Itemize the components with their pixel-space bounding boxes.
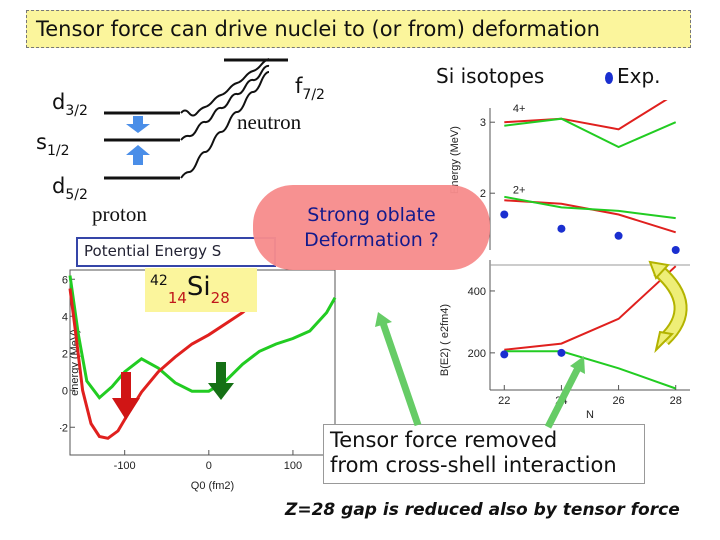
pes-y-tick-label: 2 bbox=[62, 348, 68, 360]
tensor-removed-text: Tensor force removed from cross-shell in… bbox=[330, 428, 617, 477]
level-label-s12: s1/2 bbox=[36, 130, 70, 159]
bottom-y-axis-label: B(E2) ( e2fm4) bbox=[439, 304, 451, 376]
green-pointer-head-2 bbox=[570, 356, 585, 374]
red-down-arrow-icon bbox=[112, 372, 140, 420]
bottom-series-green bbox=[504, 350, 677, 390]
wavy-line-2 bbox=[180, 64, 270, 141]
wavy-line-1 bbox=[180, 58, 270, 117]
bottom-y-tick-label: 200 bbox=[468, 348, 486, 360]
green-down-arrow-icon bbox=[208, 362, 234, 400]
up-arrow-icon bbox=[126, 145, 150, 165]
top-exp-point bbox=[671, 246, 680, 254]
pes-label-box bbox=[76, 237, 276, 267]
pes-x-axis-label: Q0 (fm2) bbox=[191, 480, 234, 492]
bottom-series-red bbox=[504, 265, 677, 351]
bottom-exp-point bbox=[557, 348, 566, 357]
pes-y-tick-label: 0 bbox=[62, 385, 68, 397]
slide-title: Tensor force can drive nuclei to (or fro… bbox=[36, 17, 600, 41]
top-series-green bbox=[504, 117, 677, 149]
green-pointer-line-1 bbox=[379, 321, 422, 427]
pes-x-tick-label: 100 bbox=[284, 460, 302, 472]
bottom-y-tick-label: 400 bbox=[468, 286, 486, 298]
top-y-tick-label: 2 bbox=[480, 188, 486, 200]
wavy-line-3 bbox=[180, 71, 270, 179]
footnote: Z=28 gap is reduced also by tensor force bbox=[285, 500, 680, 520]
top-y-axis-label: Energy (MeV) bbox=[449, 126, 461, 194]
down-arrow-icon bbox=[126, 116, 150, 133]
title-banner bbox=[26, 10, 691, 48]
top-exp-point bbox=[557, 224, 566, 233]
green-pointer-head-1 bbox=[375, 312, 392, 327]
bottom-x-tick-label: 28 bbox=[670, 395, 682, 407]
pes-y-tick-label: -2 bbox=[60, 422, 68, 434]
pes-y-tick-label: 4 bbox=[62, 311, 68, 323]
state-label-4plus: 4+ bbox=[513, 103, 526, 115]
pes-y-tick-label: 6 bbox=[62, 274, 68, 286]
level-label-d32: d3/2 bbox=[52, 90, 88, 119]
pes-label: Potential Energy S bbox=[84, 242, 222, 260]
nucleus-label: 4214Si28 bbox=[150, 272, 230, 307]
exp-legend-marker bbox=[605, 72, 613, 84]
pes-series-green bbox=[68, 275, 337, 400]
top-exp-point bbox=[500, 210, 509, 219]
top-series-green bbox=[504, 195, 676, 220]
bottom-x-tick-label: 26 bbox=[612, 395, 624, 407]
nucleus-box bbox=[145, 268, 257, 312]
strong-oblate-callout bbox=[253, 185, 490, 270]
bottom-x-axis-label: N bbox=[586, 409, 594, 421]
level-label-d52: d5/2 bbox=[52, 174, 88, 203]
green-pointer-line-2 bbox=[544, 366, 582, 429]
strong-oblate-text: Strong oblate Deformation ? bbox=[304, 204, 439, 251]
exp-legend-label: Exp. bbox=[617, 64, 661, 88]
top-exp-point bbox=[614, 231, 623, 240]
top-y-tick-label: 3 bbox=[480, 117, 486, 129]
level-label-f72: f7/2 bbox=[295, 74, 325, 103]
si-isotopes-label: Si isotopes bbox=[436, 64, 545, 88]
proton-label: proton bbox=[92, 202, 147, 226]
neutron-label: neutron bbox=[237, 110, 302, 134]
bottom-x-tick-label: 22 bbox=[498, 395, 510, 407]
pes-x-tick-label: -100 bbox=[114, 460, 136, 472]
tensor-removed-box bbox=[323, 424, 645, 484]
top-series-red bbox=[504, 100, 668, 131]
pes-x-tick-label: 0 bbox=[206, 460, 212, 472]
bottom-exp-point bbox=[500, 350, 509, 359]
state-label-2plus: 2+ bbox=[513, 185, 526, 197]
